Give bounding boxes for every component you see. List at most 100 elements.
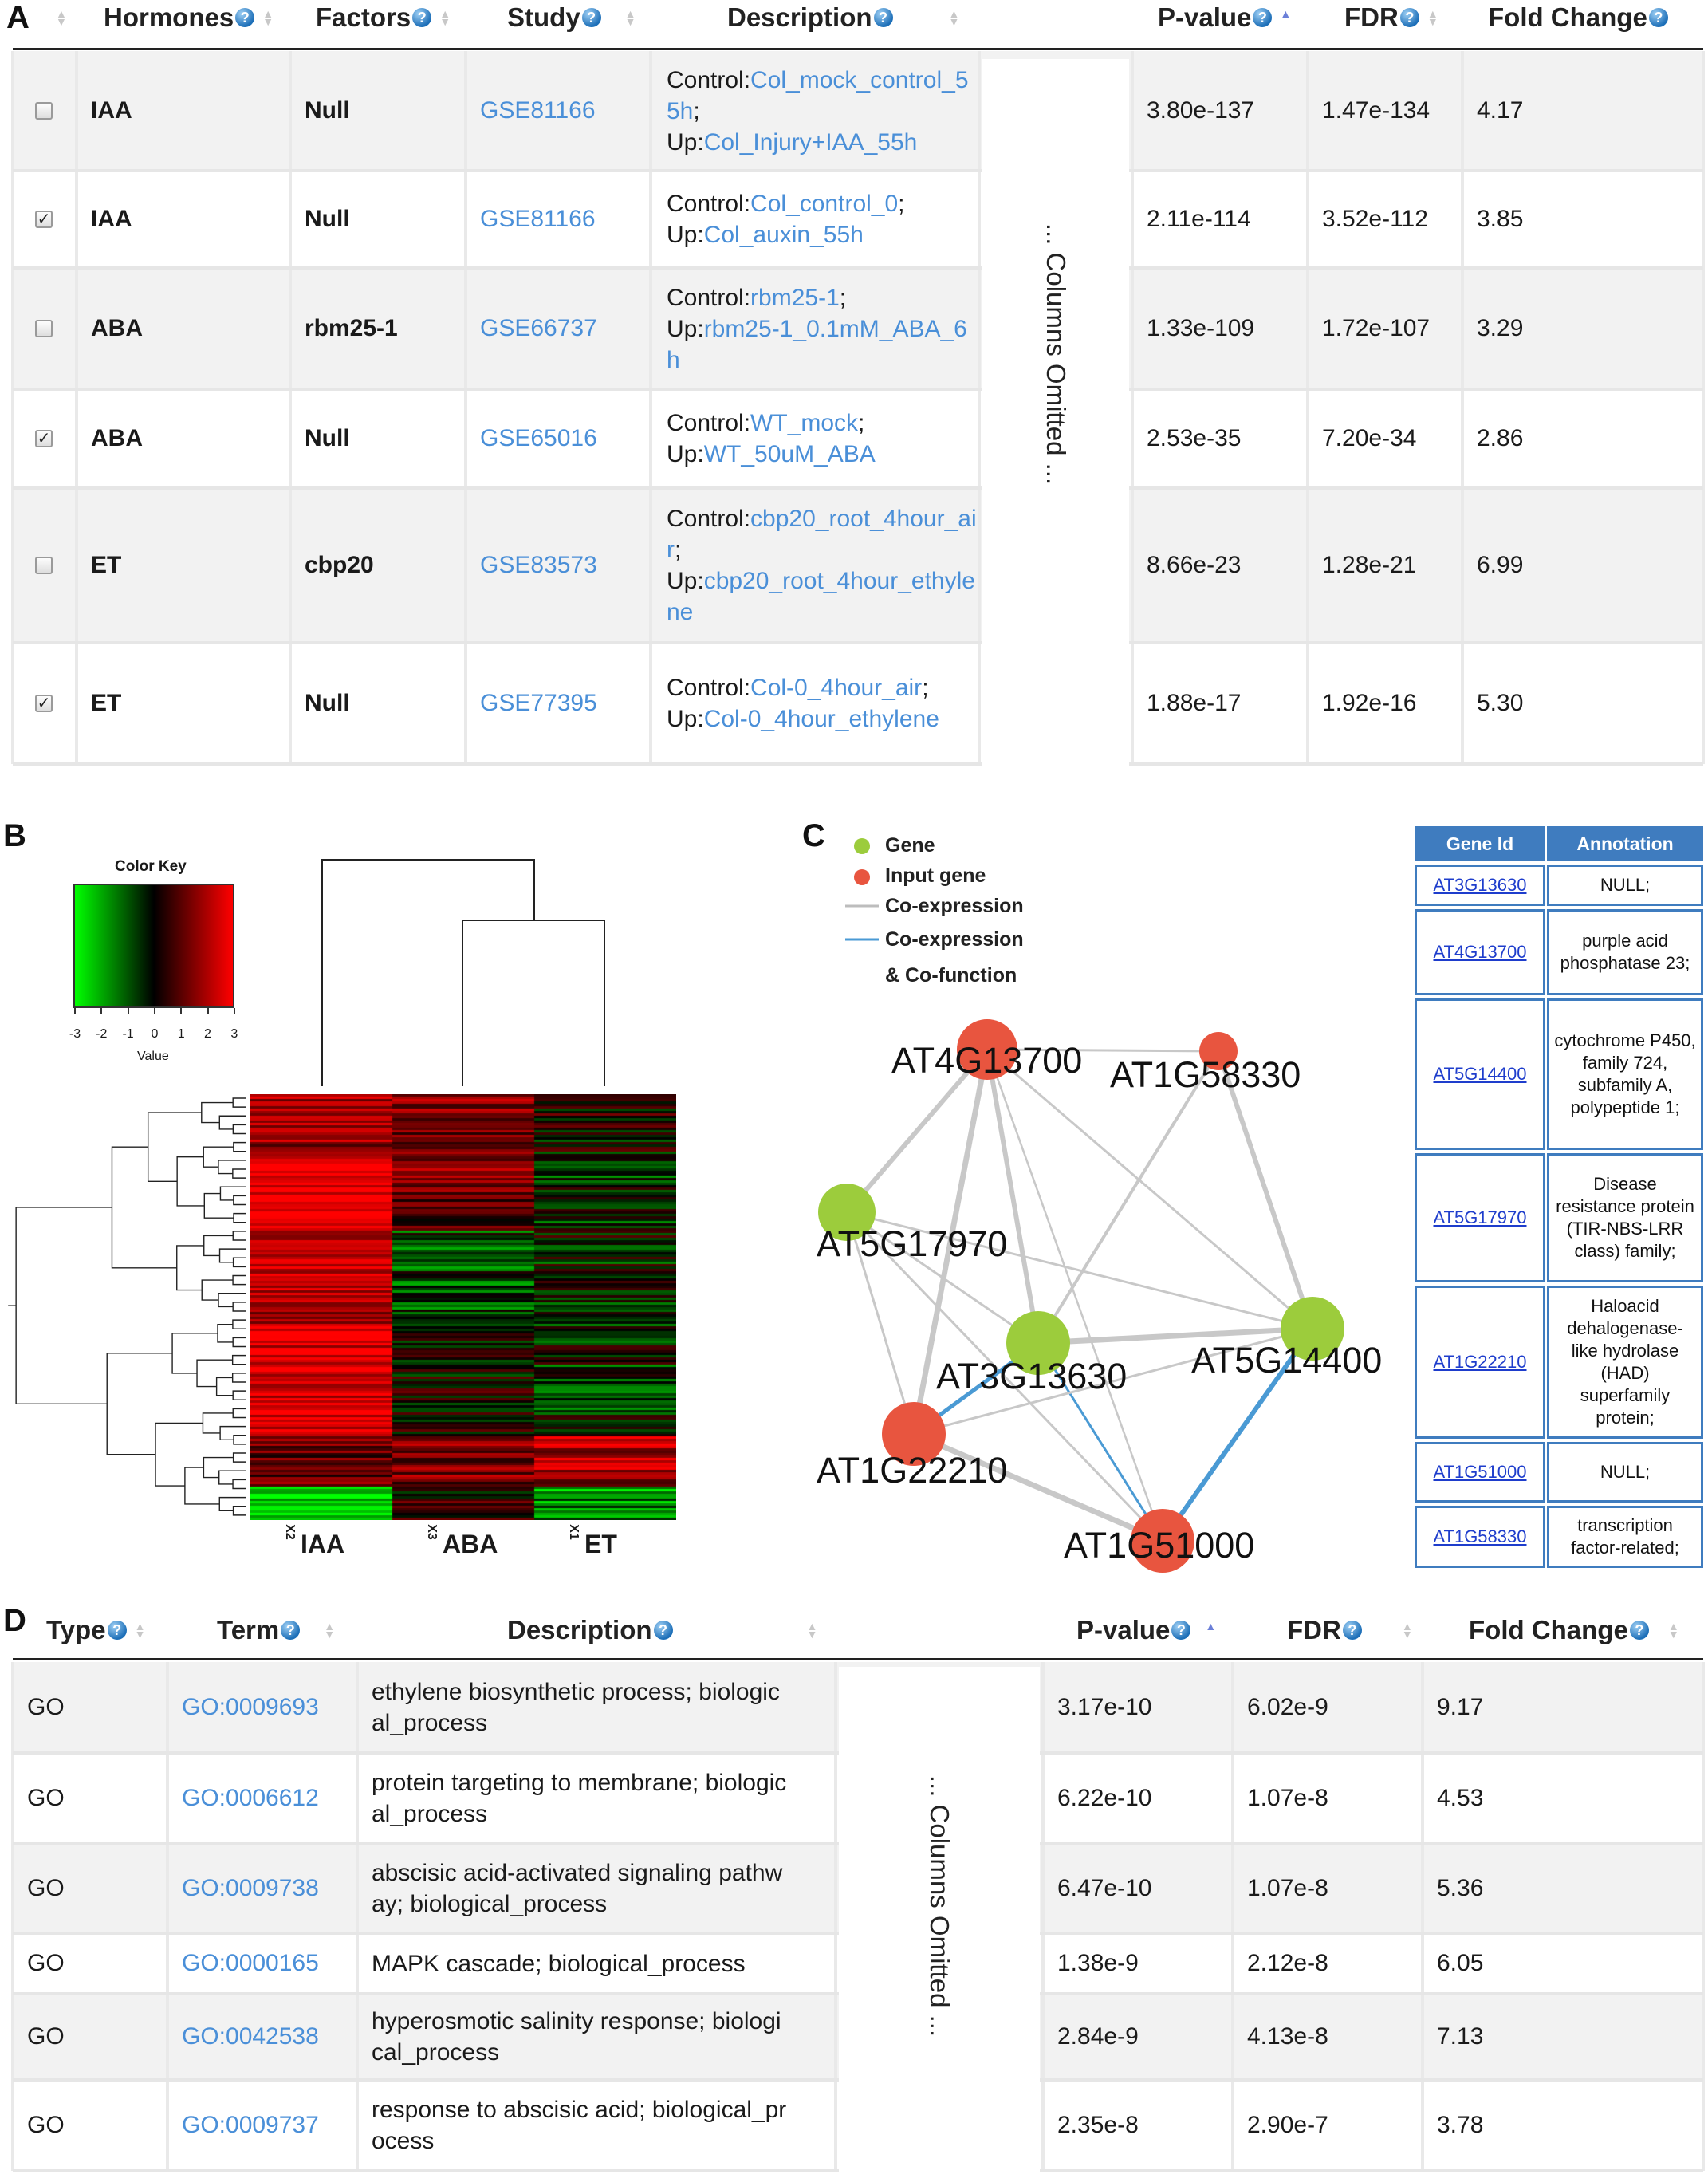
network-node[interactable] (1131, 1509, 1194, 1573)
annotation-text-cell: Haloacid dehalogenase-like hydrolase (HA… (1547, 1286, 1703, 1439)
row-checkbox[interactable]: ✓ (35, 211, 53, 228)
up-sample-link[interactable]: Col_Injury+IAA_55h (703, 128, 918, 156)
col-header-description[interactable]: Description? ▲ ▼ (727, 2, 960, 32)
up-sample-link[interactable]: Col-0_4hour_ethylene (703, 706, 939, 732)
network-node[interactable] (882, 1402, 946, 1466)
separator: ; (922, 675, 929, 701)
control-sample-link[interactable]: WT_mock (750, 410, 859, 436)
control-sample-link[interactable]: Col_mock_control_55h (667, 66, 969, 124)
col-header-study[interactable]: Study? ▲ ▼ (507, 2, 636, 32)
description-line-1: hyperosmotic salinity response; biologi (372, 2008, 781, 2034)
fdr-cell: 4.13e-8 (1247, 2023, 1328, 2050)
col-header-fold-change[interactable]: Fold Change? (1488, 0, 1668, 35)
control-line: Control:Col-0_4hour_air; (667, 672, 978, 703)
row-checkbox[interactable] (35, 557, 53, 574)
sort-icon: ▲ ▼ (948, 7, 960, 28)
help-icon[interactable]: ? (1648, 8, 1668, 27)
help-icon[interactable]: ? (1399, 8, 1419, 27)
help-icon[interactable]: ? (1342, 1621, 1362, 1640)
fold-change-cell: 4.53 (1437, 1785, 1484, 1811)
col-header-hormones[interactable]: Hormones? ▲ ▼ (104, 2, 274, 32)
column-divider (1702, 51, 1705, 764)
col-header-factors[interactable]: Factors? ▲ ▼ (316, 2, 451, 32)
pvalue-cell: 3.80e-137 (1147, 97, 1255, 124)
hormone-cell: ET (91, 690, 122, 716)
col-header-type[interactable]: Type? ▲ ▼ (46, 1615, 146, 1644)
col-header-pvalue[interactable]: P-value? ▲ ▼ (1158, 2, 1292, 32)
up-sample-link[interactable]: rbm25-1_0.1mM_ABA_6h (667, 315, 967, 373)
network-graph (818, 1019, 1344, 1573)
fold-change-cell: 5.30 (1477, 690, 1524, 716)
study-link[interactable]: GSE66737 (480, 315, 597, 341)
up-line: Up:Col_Injury+IAA_55h (667, 127, 978, 158)
help-icon[interactable]: ? (281, 1621, 301, 1640)
control-line: Control:Col_mock_control_55h; (667, 65, 978, 127)
study-link[interactable]: GSE81166 (480, 97, 596, 124)
col-header-pvalue[interactable]: P-value? ▲ ▼ (1076, 1615, 1217, 1644)
help-icon[interactable]: ? (1629, 1621, 1649, 1640)
factor-cell: Null (305, 97, 350, 124)
gene-id-link[interactable]: AT1G58330 (1433, 1526, 1527, 1546)
help-icon[interactable]: ? (653, 1621, 673, 1640)
pvalue-cell: 2.84e-9 (1057, 2023, 1139, 2050)
row-checkbox[interactable] (35, 320, 53, 337)
help-icon[interactable]: ? (581, 8, 601, 27)
pvalue-cell: 8.66e-23 (1147, 552, 1242, 578)
go-term-link[interactable]: GO:0009737 (182, 2112, 319, 2138)
gene-id-link[interactable]: AT1G51000 (1433, 1462, 1527, 1482)
type-cell: GO (27, 1694, 65, 1720)
row-checkbox[interactable]: ✓ (35, 695, 53, 712)
col-header-term[interactable]: Term? ▲ ▼ (217, 1615, 336, 1644)
control-sample-link[interactable]: cbp20_root_4hour_air (667, 506, 977, 563)
row-divider (13, 762, 1703, 766)
col-header-fold-change[interactable]: Fold Change? ▲ ▼ (1469, 1615, 1679, 1644)
network-node[interactable] (1281, 1297, 1344, 1361)
help-icon[interactable]: ? (107, 1621, 127, 1640)
help-icon[interactable]: ? (873, 8, 893, 27)
help-icon[interactable]: ? (412, 8, 432, 27)
network-node[interactable] (818, 1184, 876, 1241)
gene-id-link[interactable]: AT1G22210 (1433, 1352, 1527, 1372)
row-checkbox[interactable] (35, 102, 53, 120)
study-link[interactable]: GSE77395 (480, 690, 597, 716)
study-link[interactable]: GSE65016 (480, 425, 597, 451)
help-icon[interactable]: ? (1171, 1621, 1191, 1640)
network-node[interactable] (1199, 1032, 1238, 1070)
column-divider (649, 51, 652, 764)
network-edge (1160, 1327, 1315, 1542)
network-legend-symbols (845, 838, 879, 941)
gene-id-link[interactable]: AT5G17970 (1433, 1207, 1527, 1227)
up-sample-link[interactable]: Col_auxin_55h (703, 222, 864, 248)
col-header-description[interactable]: Description? ▲ ▼ (507, 1615, 818, 1644)
col-header-fdr[interactable]: FDR? ▲ ▼ (1344, 2, 1438, 32)
help-icon[interactable]: ? (235, 8, 255, 27)
annotation-header-annotation[interactable]: Annotation (1547, 826, 1703, 861)
go-term-link[interactable]: GO:0042538 (182, 2023, 319, 2050)
network-node[interactable] (1006, 1311, 1070, 1375)
go-term-link[interactable]: GO:0009693 (182, 1694, 319, 1720)
study-link[interactable]: GSE81166 (480, 206, 596, 232)
go-term-link[interactable]: GO:0009738 (182, 1875, 319, 1901)
control-sample-link[interactable]: Col-0_4hour_air (750, 675, 923, 701)
control-sample-link[interactable]: Col_control_0 (750, 191, 899, 217)
control-sample-link[interactable]: rbm25-1 (750, 284, 840, 311)
go-term-link[interactable]: GO:0006612 (182, 1785, 319, 1811)
up-sample-link[interactable]: WT_50uM_ABA (703, 441, 876, 467)
study-link[interactable]: GSE83573 (480, 552, 597, 578)
separator: ; (675, 537, 682, 563)
gene-id-link[interactable]: AT4G13700 (1433, 942, 1527, 962)
network-node[interactable] (957, 1019, 1017, 1080)
select-sort[interactable]: ▲ ▼ (56, 7, 67, 28)
up-sample-link[interactable]: cbp20_root_4hour_ethylene (667, 568, 975, 625)
gene-id-link[interactable]: AT3G13630 (1433, 875, 1527, 895)
row-divider (13, 266, 1703, 270)
col-header-fdr[interactable]: FDR? ▲ ▼ (1287, 1615, 1413, 1644)
type-cell: GO (27, 2023, 65, 2050)
gene-id-link[interactable]: AT5G14400 (1433, 1064, 1527, 1084)
row-checkbox[interactable]: ✓ (35, 430, 53, 447)
help-icon[interactable]: ? (1253, 8, 1273, 27)
go-term-link[interactable]: GO:0000165 (182, 1950, 319, 1976)
sort-icon: ▲ ▼ (134, 1620, 146, 1640)
node-label-at5g14400: AT5G14400 (1191, 1340, 1383, 1380)
annotation-header-gene-id[interactable]: Gene Id (1415, 826, 1545, 861)
